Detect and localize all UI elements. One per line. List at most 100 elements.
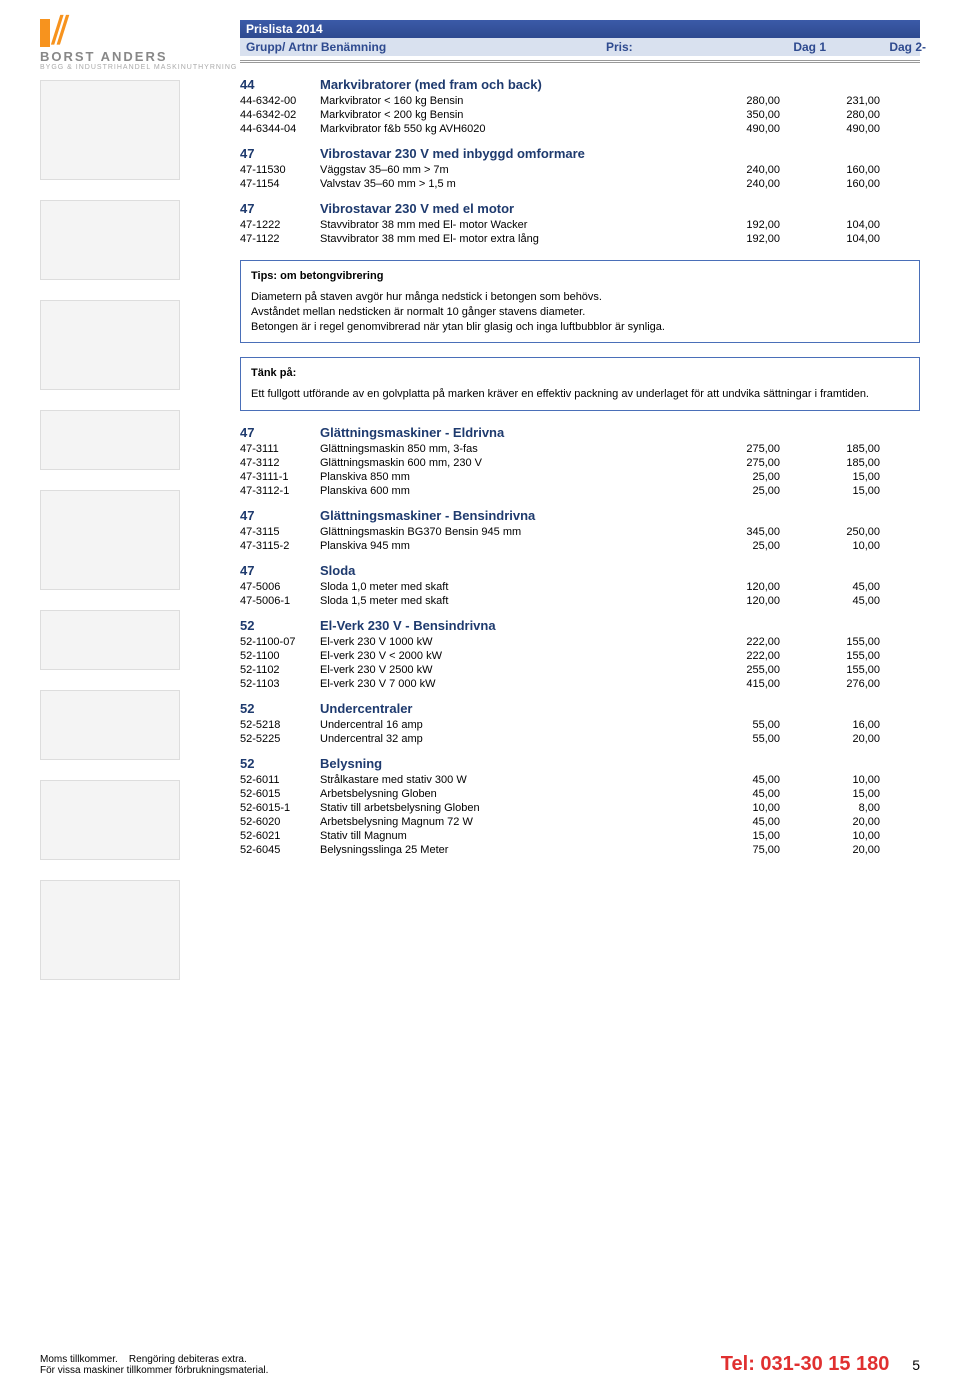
item-desc: El-verk 230 V 1000 kW	[320, 636, 700, 648]
item-desc: Markvibrator < 200 kg Bensin	[320, 109, 700, 121]
tip-title: Tänk på:	[251, 366, 909, 381]
item-desc: Markvibrator < 160 kg Bensin	[320, 95, 700, 107]
price-day1: 240,00	[700, 178, 780, 190]
item-desc: El-verk 230 V < 2000 kW	[320, 650, 700, 662]
price-day1: 15,00	[700, 830, 780, 842]
price-day2: 15,00	[800, 471, 880, 483]
price-row: 52-1102El-verk 230 V 2500 kW255,00155,00	[240, 663, 920, 677]
item-code: 47-1222	[240, 219, 320, 231]
section-header: 52Undercentraler	[240, 701, 920, 716]
product-image	[40, 880, 180, 980]
price-day2: 155,00	[800, 636, 880, 648]
section-title: Vibrostavar 230 V med el motor	[320, 201, 920, 216]
price-day1: 222,00	[700, 636, 780, 648]
price-day2: 10,00	[800, 540, 880, 552]
product-image	[40, 490, 180, 590]
price-day1: 222,00	[700, 650, 780, 662]
price-day1: 275,00	[700, 443, 780, 455]
item-desc: Sloda 1,5 meter med skaft	[320, 595, 700, 607]
section-header: 47Sloda	[240, 563, 920, 578]
price-row: 52-6020Arbetsbelysning Magnum 72 W45,002…	[240, 815, 920, 829]
price-row: 47-3111Glättningsmaskin 850 mm, 3-fas275…	[240, 442, 920, 456]
item-desc: Planskiva 850 mm	[320, 471, 700, 483]
item-code: 47-3111	[240, 443, 320, 455]
price-row: 52-5225Undercentral 32 amp55,0020,00	[240, 732, 920, 746]
item-desc: Stavvibrator 38 mm med El- motor extra l…	[320, 233, 700, 245]
item-desc: Belysningsslinga 25 Meter	[320, 844, 700, 856]
tip-line: Ett fullgott utförande av en golvplatta …	[251, 387, 909, 402]
price-day2: 276,00	[800, 678, 880, 690]
price-row: 47-3115Glättningsmaskin BG370 Bensin 945…	[240, 525, 920, 539]
price-day1: 192,00	[700, 233, 780, 245]
price-day1: 192,00	[700, 219, 780, 231]
item-code: 47-5006	[240, 581, 320, 593]
item-code: 52-5225	[240, 733, 320, 745]
price-row: 47-11530Väggstav 35–60 mm > 7m240,00160,…	[240, 163, 920, 177]
section-num: 47	[240, 201, 320, 216]
item-code: 52-1100-07	[240, 636, 320, 648]
product-image	[40, 610, 180, 670]
item-desc: Stativ till arbetsbelysning Globen	[320, 802, 700, 814]
item-code: 52-6021	[240, 830, 320, 842]
col-dag1: Dag 1	[746, 40, 826, 54]
price-row: 47-3112Glättningsmaskin 600 mm, 230 V275…	[240, 456, 920, 470]
section-num: 52	[240, 701, 320, 716]
section-header: 52Belysning	[240, 756, 920, 771]
price-day2: 8,00	[800, 802, 880, 814]
section-header: 47Vibrostavar 230 V med el motor	[240, 201, 920, 216]
section-header: 47Glättningsmaskiner - Bensindrivna	[240, 508, 920, 523]
section-title: Glättningsmaskiner - Bensindrivna	[320, 508, 920, 523]
price-day1: 240,00	[700, 164, 780, 176]
section-header: 47Vibrostavar 230 V med inbyggd omformar…	[240, 146, 920, 161]
price-day2: 45,00	[800, 581, 880, 593]
price-day1: 120,00	[700, 581, 780, 593]
section-header: 52El-Verk 230 V - Bensindrivna	[240, 618, 920, 633]
item-code: 52-6015	[240, 788, 320, 800]
footer-tel: Tel: 031-30 15 180	[721, 1353, 890, 1375]
price-row: 47-5006Sloda 1,0 meter med skaft120,00 45…	[240, 580, 920, 594]
tip-box: Tips: om betongvibrering Diametern på sta…	[240, 260, 920, 343]
footer: Moms tillkommer. Rengöring debiteras ext…	[40, 1353, 920, 1376]
price-row: 52-5218Undercentral 16 amp55,0016,00	[240, 718, 920, 732]
item-desc: Valvstav 35–60 mm > 1,5 m	[320, 178, 700, 190]
price-day2: 16,00	[800, 719, 880, 731]
price-day2: 10,00	[800, 830, 880, 842]
price-day2: 15,00	[800, 485, 880, 497]
price-day1: 120,00	[700, 595, 780, 607]
item-desc: Arbetsbelysning Magnum 72 W	[320, 816, 700, 828]
price-row: 52-1100El-verk 230 V < 2000 kW222,00155,…	[240, 649, 920, 663]
tip-title: Tips: om betongvibrering	[251, 269, 909, 284]
item-code: 47-5006-1	[240, 595, 320, 607]
price-day2: 185,00	[800, 443, 880, 455]
product-image	[40, 80, 180, 180]
price-day1: 25,00	[700, 471, 780, 483]
price-day2: 45,00	[800, 595, 880, 607]
price-day2: 20,00	[800, 733, 880, 745]
price-day1: 490,00	[700, 123, 780, 135]
price-day2: 10,00	[800, 774, 880, 786]
price-day1: 415,00	[700, 678, 780, 690]
item-desc: Väggstav 35–60 mm > 7m	[320, 164, 700, 176]
section-title: Markvibratorer (med fram och back)	[320, 77, 920, 92]
price-day2: 155,00	[800, 664, 880, 676]
item-desc: El-verk 230 V 2500 kW	[320, 664, 700, 676]
price-day1: 10,00	[700, 802, 780, 814]
item-desc: Stavvibrator 38 mm med El- motor Wacker	[320, 219, 700, 231]
section-num: 52	[240, 756, 320, 771]
section-num: 47	[240, 146, 320, 161]
item-code: 47-3115	[240, 526, 320, 538]
price-day2: 15,00	[800, 788, 880, 800]
item-code: 52-6045	[240, 844, 320, 856]
logo-title: BORST ANDERS	[40, 49, 237, 64]
logo-block: ⫽ BORST ANDERS BYGG & INDUSTRIHANDEL MAS…	[40, 10, 237, 71]
col-dag2: Dag 2-	[846, 40, 926, 54]
item-desc: Undercentral 16 amp	[320, 719, 700, 731]
item-desc: Sloda 1,0 meter med skaft	[320, 581, 700, 593]
price-row: 47-3111-1Planskiva 850 mm25,0015,00	[240, 470, 920, 484]
tip-line: Diametern på staven avgör hur många neds…	[251, 290, 909, 305]
item-code: 47-3115-2	[240, 540, 320, 552]
price-day2: 160,00	[800, 178, 880, 190]
double-rule	[240, 60, 920, 63]
item-code: 47-3112-1	[240, 485, 320, 497]
item-code: 44-6344-04	[240, 123, 320, 135]
